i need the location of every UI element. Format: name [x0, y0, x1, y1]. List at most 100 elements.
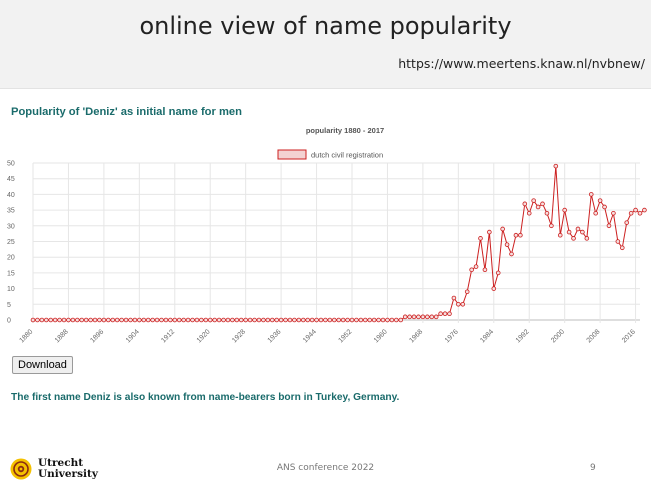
x-tick-label: 1896 [89, 328, 105, 344]
series-line [33, 166, 645, 321]
y-tick-label: 5 [7, 302, 11, 309]
y-tick-label: 30 [7, 223, 15, 230]
data-point [66, 317, 71, 323]
data-point [110, 317, 116, 323]
y-tick-label: 45 [7, 176, 15, 183]
x-tick-label: 1992 [515, 328, 531, 344]
data-point [487, 229, 492, 235]
data-point [619, 245, 625, 251]
data-point [575, 226, 581, 232]
data-point [176, 317, 182, 323]
data-point [628, 210, 634, 216]
x-tick-label: 1888 [54, 328, 70, 344]
data-point [221, 317, 226, 323]
data-point [172, 317, 178, 323]
download-button[interactable]: Download [12, 356, 73, 374]
data-point [83, 317, 89, 323]
data-point [327, 317, 333, 323]
data-point [447, 311, 452, 317]
data-point [376, 317, 381, 323]
chart-title: popularity 1880 - 2017 [306, 126, 384, 135]
x-tick-label: 1880 [18, 328, 34, 344]
x-tick-label: 1904 [125, 328, 141, 344]
data-point [35, 317, 40, 323]
data-point [159, 317, 164, 323]
data-point [123, 317, 129, 323]
data-point [168, 317, 173, 323]
data-point [580, 229, 585, 235]
slide-header: online view of name popularity https://w… [0, 0, 651, 89]
popularity-chart: popularity 1880 - 2017 dutch civil regis… [7, 126, 647, 344]
data-point [278, 317, 284, 323]
data-point [145, 317, 151, 323]
data-point [602, 204, 607, 210]
legend-label: dutch civil registration [311, 151, 383, 160]
data-point [345, 317, 350, 323]
data-point [216, 317, 222, 323]
data-point [212, 317, 217, 323]
data-point [43, 317, 49, 323]
university-logo: Utrecht University [10, 458, 98, 480]
data-point [261, 317, 266, 323]
data-point [540, 201, 545, 207]
data-point [79, 317, 85, 323]
data-point [615, 239, 621, 244]
data-point [269, 317, 275, 323]
data-point [385, 317, 390, 323]
data-point [464, 289, 470, 295]
data-point [70, 317, 76, 323]
data-point [230, 317, 235, 323]
x-tick-label: 1920 [196, 328, 212, 344]
x-tick-label: 2000 [550, 328, 566, 344]
data-point [75, 317, 80, 323]
slide-url[interactable]: https://www.meertens.knaw.nl/nvbnew/ [398, 56, 645, 71]
x-tick-label: 2016 [621, 328, 637, 344]
data-point [181, 317, 186, 323]
data-point [354, 317, 359, 323]
data-point [584, 236, 590, 241]
y-tick-label: 20 [7, 255, 15, 262]
data-point [442, 311, 448, 317]
data-point [451, 295, 457, 301]
x-tick-label: 1936 [267, 328, 283, 344]
data-point [106, 317, 111, 323]
data-point [163, 317, 169, 323]
x-tick-label: 2008 [586, 328, 602, 344]
data-point [296, 317, 302, 323]
data-point [606, 223, 612, 229]
data-point [185, 317, 191, 323]
data-point [416, 314, 421, 320]
data-point [318, 317, 324, 323]
chart-container: popularity 1880 - 2017 dutch civil regis… [0, 122, 651, 352]
data-point [101, 317, 107, 323]
data-point [247, 317, 253, 323]
data-point [593, 210, 598, 216]
data-point [597, 198, 603, 203]
legend-swatch [277, 149, 307, 160]
data-point [513, 232, 519, 238]
data-point [225, 317, 231, 323]
data-point [274, 317, 279, 323]
data-point [504, 242, 510, 247]
data-point [114, 317, 120, 323]
data-point [522, 201, 528, 207]
data-point [398, 317, 404, 323]
data-point [119, 317, 124, 323]
data-point [283, 317, 288, 323]
data-point [256, 317, 262, 323]
data-point [518, 232, 523, 238]
series-points [30, 163, 647, 323]
data-point [252, 317, 257, 323]
data-point [562, 207, 567, 213]
data-point [557, 232, 563, 238]
x-tick-label: 1944 [302, 328, 318, 344]
data-point [287, 317, 293, 323]
x-tick-label: 1928 [231, 328, 247, 344]
data-point [292, 317, 297, 323]
data-point [349, 317, 355, 323]
data-point [637, 210, 643, 216]
data-point [97, 317, 102, 323]
data-point [473, 264, 479, 269]
x-tick-label: 1912 [160, 328, 176, 344]
x-tick-label: 1968 [408, 328, 424, 344]
